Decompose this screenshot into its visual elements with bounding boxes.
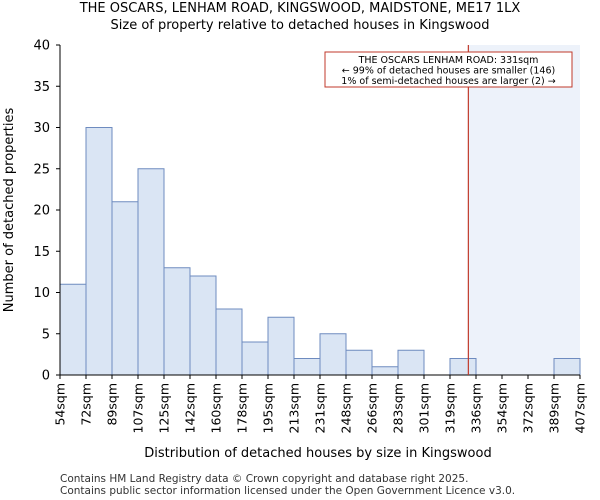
y-tick-label: 40 bbox=[33, 39, 50, 54]
y-tick-label: 10 bbox=[33, 286, 50, 301]
property-marker-layer: THE OSCARS LENHAM ROAD: 331sqm← 99% of d… bbox=[324, 45, 573, 375]
y-tick-label: 5 bbox=[42, 327, 50, 342]
y-tick-label: 30 bbox=[33, 121, 50, 136]
histogram-bar bbox=[553, 358, 581, 376]
y-tick-label: 20 bbox=[33, 204, 50, 219]
highlight-region-layer bbox=[468, 45, 580, 375]
histogram-bar bbox=[449, 358, 477, 376]
x-tick-label: 283sqm bbox=[391, 383, 406, 433]
x-tick-label: 266sqm bbox=[365, 383, 380, 433]
x-tick-label: 89sqm bbox=[105, 383, 120, 426]
annotation-box bbox=[324, 51, 573, 88]
histogram-bar bbox=[59, 283, 87, 376]
chart-subtitle: Size of property relative to detached ho… bbox=[110, 18, 490, 33]
x-tick-label: 301sqm bbox=[417, 383, 432, 433]
y-tick-label: 35 bbox=[33, 80, 50, 95]
histogram-bar bbox=[241, 341, 269, 376]
histogram-bar bbox=[111, 201, 139, 376]
x-tick-label: 336sqm bbox=[469, 383, 484, 433]
y-tick-label: 25 bbox=[33, 162, 50, 177]
histogram-bar bbox=[371, 366, 399, 376]
footer-copyright: Contains HM Land Registry data © Crown c… bbox=[60, 473, 469, 485]
x-tick-label: 107sqm bbox=[131, 383, 146, 433]
annotation-larger: 1% of semi-detached houses are larger (2… bbox=[341, 76, 555, 87]
annotation-title: THE OSCARS LENHAM ROAD: 331sqm bbox=[358, 55, 539, 66]
axis-layer bbox=[56, 44, 581, 379]
x-tick-label: 319sqm bbox=[443, 383, 458, 433]
x-tick-label: 125sqm bbox=[157, 383, 172, 433]
histogram-bar bbox=[293, 358, 321, 376]
histogram-bar bbox=[85, 127, 113, 376]
label-layer: 0 5 10 15 20 25 30 35 40 54sqm 72sqm 89sqm 107sqm 125… bbox=[2, 39, 588, 462]
histogram-bar bbox=[215, 308, 243, 376]
histogram-bar bbox=[189, 275, 217, 376]
histogram-bar bbox=[345, 349, 373, 376]
y-axis-title: Number of detached properties bbox=[2, 108, 17, 313]
footer-licence: Contains public sector information licen… bbox=[60, 485, 516, 497]
x-tick-label: 142sqm bbox=[183, 383, 198, 433]
x-tick-label: 54sqm bbox=[53, 383, 68, 426]
y-tick-label: 0 bbox=[42, 369, 50, 384]
chart-title: THE OSCARS, LENHAM ROAD, KINGSWOOD, MAID… bbox=[79, 1, 521, 16]
highlight-region bbox=[468, 45, 580, 375]
histogram-bar bbox=[163, 267, 191, 376]
annotation-smaller: ← 99% of detached houses are smaller (14… bbox=[342, 66, 555, 77]
histogram-bar bbox=[397, 349, 425, 376]
x-tick-label: 248sqm bbox=[339, 383, 354, 433]
x-tick-label: 178sqm bbox=[235, 383, 250, 433]
histogram-bar bbox=[319, 333, 347, 376]
x-tick-label: 195sqm bbox=[261, 383, 276, 433]
x-tick-label: 72sqm bbox=[79, 383, 94, 426]
x-axis-title: Distribution of detached houses by size … bbox=[144, 446, 491, 461]
x-tick-label: 372sqm bbox=[521, 383, 536, 433]
x-tick-label: 160sqm bbox=[209, 383, 224, 433]
histogram-bar bbox=[137, 168, 165, 376]
x-tick-label: 213sqm bbox=[287, 383, 302, 433]
bar-layer bbox=[59, 127, 581, 376]
x-tick-label: 407sqm bbox=[573, 383, 588, 433]
histogram-bar bbox=[267, 316, 295, 376]
x-tick-label: 354sqm bbox=[495, 383, 510, 433]
histogram-chart: THE OSCARS LENHAM ROAD: 331sqm← 99% of d… bbox=[2, 39, 588, 462]
x-tick-label: 231sqm bbox=[313, 383, 328, 433]
y-tick-label: 15 bbox=[33, 245, 50, 260]
x-tick-label: 389sqm bbox=[547, 383, 562, 433]
